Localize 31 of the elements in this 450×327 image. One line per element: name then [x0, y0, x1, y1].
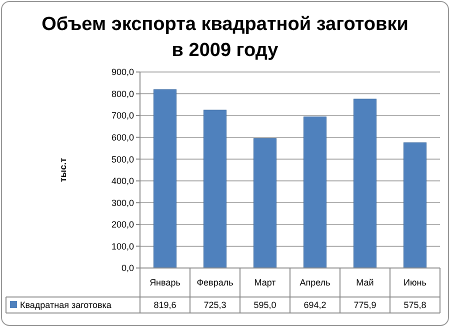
y-tick-label: 100,0: [111, 241, 134, 252]
bar: [304, 116, 326, 268]
x-tick-label: Июнь: [404, 278, 427, 288]
bar: [204, 110, 226, 268]
data-label: 725,3: [204, 300, 226, 310]
data-label: 694,2: [304, 300, 326, 310]
bar: [254, 138, 276, 268]
y-tick-label: 700,0: [111, 110, 134, 121]
bar: [354, 98, 376, 268]
bar: [154, 89, 176, 268]
chart-title: Объем экспорта квадратной заготовки в 2009 году: [42, 14, 408, 61]
data-label: 595,0: [254, 300, 276, 310]
y-tick-label: 900,0: [111, 67, 134, 78]
y-axis-title: тыс.т: [58, 157, 68, 182]
y-tick-label: 500,0: [111, 154, 134, 164]
y-tick-label: 400,0: [111, 176, 134, 186]
legend-label: Квадратная заготовка: [20, 300, 112, 310]
bar: [404, 142, 426, 268]
y-tick-label: 0,0: [121, 263, 134, 274]
x-tick-label: Март: [254, 278, 276, 288]
y-tick-label: 800,0: [111, 88, 134, 99]
y-tick-label: 200,0: [111, 220, 134, 230]
data-label: 775,9: [354, 300, 376, 310]
data-label: 575,8: [404, 300, 426, 310]
y-tick-label: 300,0: [111, 198, 134, 208]
y-tick-label: 600,0: [111, 132, 134, 142]
x-tick-label: Май: [356, 278, 374, 288]
data-label: 819,6: [154, 300, 176, 310]
x-tick-label: Январь: [150, 278, 181, 288]
x-tick-label: Апрель: [300, 278, 331, 288]
x-tick-label: Февраль: [196, 278, 234, 288]
